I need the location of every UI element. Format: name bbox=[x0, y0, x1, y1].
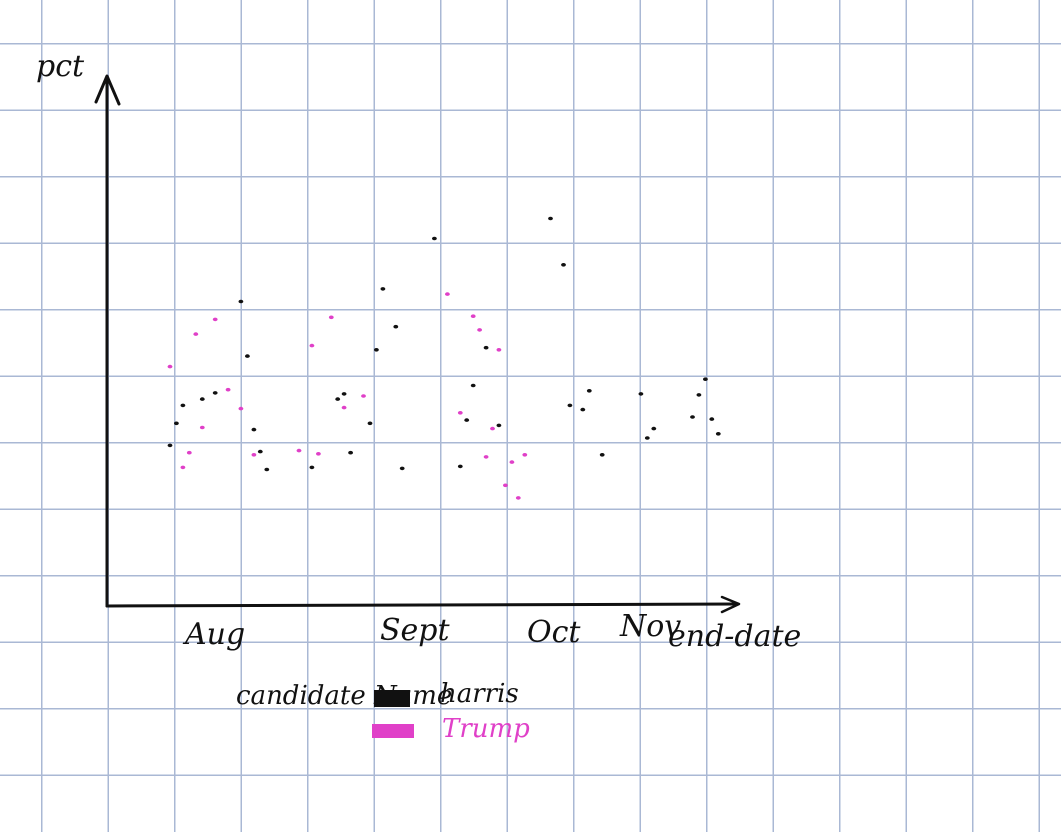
data-point bbox=[367, 421, 373, 426]
legend-label-harris: harris bbox=[440, 679, 519, 709]
data-point bbox=[361, 394, 366, 398]
data-point bbox=[257, 449, 263, 454]
y-axis-label: pct bbox=[36, 49, 85, 84]
data-point bbox=[212, 391, 218, 395]
data-point bbox=[251, 453, 257, 457]
legend-title: candidate Name bbox=[236, 681, 452, 711]
data-point bbox=[251, 427, 257, 432]
data-point bbox=[393, 324, 399, 329]
data-point bbox=[477, 328, 482, 332]
series-harris bbox=[167, 216, 721, 472]
data-point bbox=[167, 443, 173, 448]
data-point bbox=[561, 263, 566, 267]
data-point bbox=[522, 453, 528, 457]
data-points bbox=[167, 216, 721, 500]
x-axis-line bbox=[105, 602, 740, 608]
data-point bbox=[457, 411, 463, 415]
data-point bbox=[445, 292, 450, 296]
data-point bbox=[690, 415, 695, 419]
data-point bbox=[225, 387, 231, 392]
y-axis-arrow-icon bbox=[94, 74, 121, 106]
data-point bbox=[586, 389, 592, 393]
data-point bbox=[515, 496, 521, 500]
data-point bbox=[580, 407, 586, 412]
data-point bbox=[328, 315, 334, 320]
legend: candidate Name harris Trump bbox=[236, 679, 530, 744]
legend-swatch-trump bbox=[372, 724, 414, 738]
data-point bbox=[599, 453, 605, 457]
data-point bbox=[503, 483, 508, 488]
legend-label-trump: Trump bbox=[442, 714, 530, 744]
data-point bbox=[374, 348, 379, 352]
data-point bbox=[496, 423, 502, 428]
data-point bbox=[186, 450, 192, 455]
data-point bbox=[567, 403, 573, 408]
data-point bbox=[309, 465, 315, 470]
data-point bbox=[380, 287, 386, 291]
x-tick-label: Oct bbox=[527, 615, 581, 650]
data-point bbox=[309, 343, 315, 348]
data-point bbox=[199, 425, 205, 430]
data-point bbox=[709, 417, 715, 421]
data-point bbox=[464, 418, 470, 422]
data-point bbox=[167, 364, 173, 369]
data-point bbox=[180, 403, 186, 408]
data-point bbox=[490, 426, 495, 431]
data-point bbox=[509, 460, 515, 464]
data-point bbox=[644, 436, 650, 440]
data-point bbox=[496, 348, 502, 352]
data-point bbox=[316, 452, 321, 456]
data-point bbox=[238, 406, 244, 411]
data-point bbox=[180, 465, 186, 470]
data-point bbox=[470, 383, 476, 388]
data-point bbox=[264, 467, 270, 472]
legend-swatch-harris bbox=[374, 690, 410, 707]
data-point bbox=[696, 393, 702, 397]
data-point bbox=[341, 405, 347, 410]
data-point bbox=[341, 392, 347, 396]
data-point bbox=[174, 421, 179, 426]
data-point bbox=[193, 332, 199, 336]
x-axis-arrow-icon bbox=[720, 595, 741, 614]
data-point bbox=[432, 236, 437, 241]
data-point bbox=[638, 392, 644, 396]
data-point bbox=[483, 455, 489, 459]
data-point bbox=[399, 466, 405, 471]
data-point bbox=[703, 377, 708, 382]
data-point bbox=[212, 317, 218, 322]
data-point bbox=[715, 432, 721, 436]
x-tick-label: Sept bbox=[380, 613, 451, 648]
data-point bbox=[470, 314, 476, 319]
data-point bbox=[457, 464, 463, 469]
data-point bbox=[245, 354, 250, 358]
x-tick-labels: Aug Sept Oct Nov bbox=[182, 609, 681, 652]
x-tick-label: Aug bbox=[182, 617, 245, 652]
data-point bbox=[348, 450, 353, 455]
series-trump bbox=[167, 292, 528, 500]
data-point bbox=[651, 426, 657, 431]
x-tick-label: Nov bbox=[619, 609, 681, 644]
x-axis-label: end-date bbox=[668, 619, 801, 654]
data-point bbox=[238, 299, 244, 304]
data-point bbox=[483, 345, 489, 350]
data-point bbox=[335, 397, 341, 401]
data-point bbox=[199, 397, 205, 401]
data-point bbox=[548, 216, 553, 221]
data-point bbox=[296, 448, 302, 453]
